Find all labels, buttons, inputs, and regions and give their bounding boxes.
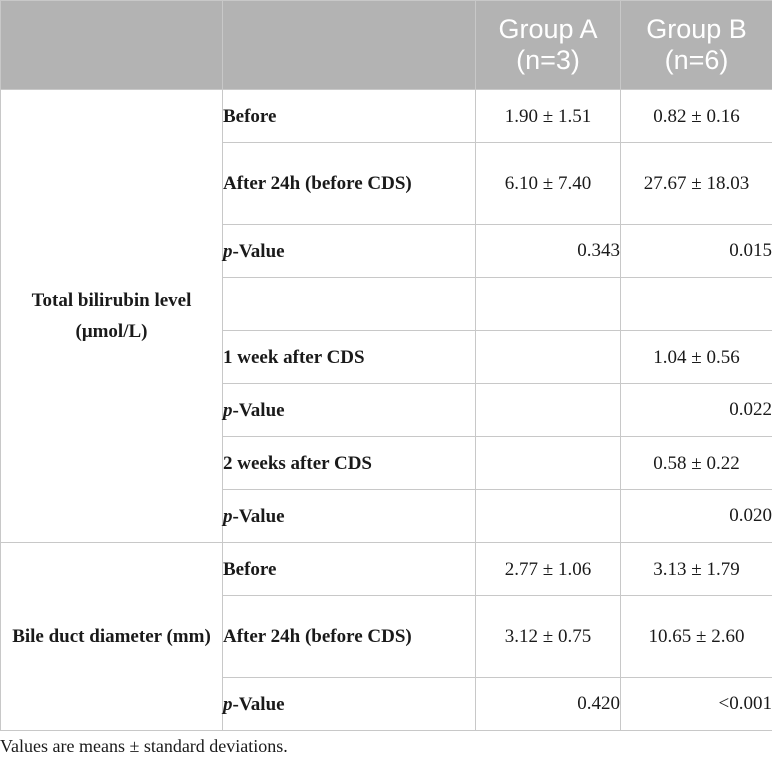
group-b-value: 1.04 ± 0.56 — [620, 330, 772, 384]
p-italic: p — [223, 399, 233, 421]
row-param: 2 weeks after CDS — [222, 436, 476, 490]
p-italic: p — [223, 693, 233, 715]
row-param: p-Value — [222, 383, 476, 437]
p-suffix: -Value — [232, 693, 285, 715]
group-b-value: 0.58 ± 0.22 — [620, 436, 772, 490]
p-suffix: -Value — [232, 505, 285, 527]
row-param: p-Value — [222, 224, 476, 278]
results-table: Group A (n=3) Group B (n=6) Total biliru… — [0, 0, 772, 731]
row-param — [222, 277, 476, 331]
table-row: Bile duct diameter (mm) Before 2.77 ± 1.… — [0, 542, 772, 731]
row-group-label: Bile duct diameter (mm) — [0, 542, 223, 731]
row-param: Before — [222, 542, 476, 596]
table-footnote: Values are means ± standard deviations. — [0, 736, 288, 756]
table-row: 2 weeks after CDS 0.58 ± 0.22 — [1, 436, 772, 490]
p-suffix: -Value — [232, 399, 285, 421]
group-b-value: 0.020 — [620, 489, 772, 543]
group-a-value: 1.90 ± 1.51 — [475, 89, 621, 143]
group-b-value: 3.13 ± 1.79 — [620, 542, 772, 596]
group-b-value — [620, 277, 772, 331]
group-a-value: 6.10 ± 7.40 — [475, 142, 621, 225]
table-row: p-Value 0.020 — [1, 489, 772, 543]
row-param: After 24h (before CDS) — [222, 142, 476, 225]
group-a-value — [475, 436, 621, 490]
row-param: After 24h (before CDS) — [222, 595, 476, 678]
group-a-value — [475, 277, 621, 331]
table-row: p-Value 0.343 0.015 — [1, 224, 772, 278]
row-param: 1 week after CDS — [222, 330, 476, 384]
group-b-value: 0.015 — [620, 224, 772, 278]
group-a-value — [475, 383, 621, 437]
p-suffix: -Value — [232, 240, 285, 262]
p-italic: p — [223, 505, 233, 527]
header-group-cell — [0, 0, 223, 90]
header-group-a: Group A (n=3) — [475, 0, 621, 90]
row-param: Before — [222, 89, 476, 143]
group-a-value — [475, 489, 621, 543]
row-group-label: Total bilirubin level (μmol/L) — [0, 89, 223, 543]
table-row: 1 week after CDS 1.04 ± 0.56 — [1, 330, 772, 384]
table-row — [1, 277, 772, 331]
group-a-value: 0.343 — [475, 224, 621, 278]
group-b-value: 0.82 ± 0.16 — [620, 89, 772, 143]
header-param-cell — [222, 0, 476, 90]
header-group-b: Group B (n=6) — [620, 0, 772, 90]
table-row: p-Value 0.420 <0.001 — [1, 677, 772, 731]
group-b-value: 27.67 ± 18.03 — [620, 142, 772, 225]
table-row: Total bilirubin level (μmol/L) Before 1.… — [0, 89, 772, 543]
group-b-value: 0.022 — [620, 383, 772, 437]
group-a-value: 2.77 ± 1.06 — [475, 542, 621, 596]
table-row: p-Value 0.022 — [1, 383, 772, 437]
group-b-value: 10.65 ± 2.60 — [620, 595, 772, 678]
group-a-value — [475, 330, 621, 384]
table-row: After 24h (before CDS) 3.12 ± 0.75 10.65… — [1, 595, 772, 678]
group-a-value: 0.420 — [475, 677, 621, 731]
row-param: p-Value — [222, 677, 476, 731]
p-italic: p — [223, 240, 233, 262]
header-row: Group A (n=3) Group B (n=6) — [0, 0, 772, 90]
group-b-value: <0.001 — [620, 677, 772, 731]
group-a-value: 3.12 ± 0.75 — [475, 595, 621, 678]
row-param: p-Value — [222, 489, 476, 543]
